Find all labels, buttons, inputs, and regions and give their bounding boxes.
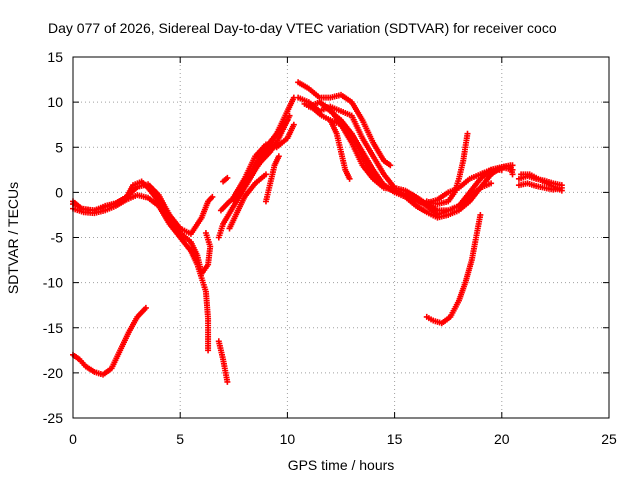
data-point (142, 304, 149, 311)
data-point (464, 130, 471, 137)
data-point (477, 211, 484, 218)
x-tick-labels: 0 5 10 15 20 25 (69, 431, 617, 447)
y-tick-label: 10 (47, 94, 63, 110)
series-arc-12 (230, 121, 297, 200)
series-arc-04 (70, 304, 149, 378)
x-tick-label: 25 (601, 431, 617, 447)
data-points (70, 79, 565, 385)
chart-title: Day 077 of 2026, Sidereal Day-to-day VTE… (48, 20, 557, 36)
data-point (509, 171, 516, 178)
series-arc-20 (423, 211, 484, 327)
data-point (205, 347, 212, 354)
y-axis-label: SDTVAR / TECUs (5, 182, 21, 294)
x-tick-label: 20 (494, 431, 510, 447)
data-point (346, 175, 353, 182)
x-tick-label: 10 (280, 431, 296, 447)
y-tick-label: -25 (43, 410, 63, 426)
series-arc-11 (262, 153, 282, 205)
ticks (72, 56, 610, 419)
series-arc-19 (423, 130, 471, 208)
series-arc-17 (327, 117, 353, 182)
data-point (224, 378, 231, 385)
series-arc-21 (477, 162, 516, 178)
series-arc-09 (220, 174, 231, 185)
y-tick-label: 5 (55, 139, 63, 155)
data-point (209, 193, 216, 200)
series-arc-13 (295, 79, 394, 169)
y-tick-label: -10 (43, 275, 63, 291)
data-point (284, 117, 291, 124)
series-arc-03 (70, 178, 214, 277)
y-tick-label: -20 (43, 365, 63, 381)
y-tick-label: -5 (51, 230, 64, 246)
series-arc-24 (518, 171, 565, 194)
data-point (286, 112, 293, 119)
x-tick-label: 5 (176, 431, 184, 447)
data-point (558, 187, 565, 194)
y-tick-label: 0 (55, 184, 63, 200)
data-point (275, 153, 282, 160)
data-point (224, 174, 231, 181)
series-arc-08 (226, 171, 269, 232)
data-point (202, 229, 209, 236)
data-point (488, 180, 495, 187)
y-tick-label: 15 (47, 49, 63, 65)
data-point (387, 162, 394, 169)
y-tick-labels: -25 -20 -15 -10 -5 0 5 10 15 (43, 49, 63, 426)
y-tick-label: -15 (43, 320, 63, 336)
x-axis-label: GPS time / hours (288, 457, 395, 473)
data-point (290, 121, 297, 128)
x-tick-label: 0 (69, 431, 77, 447)
series-arc-05 (215, 338, 231, 385)
data-point (262, 171, 269, 178)
x-tick-label: 15 (387, 431, 403, 447)
